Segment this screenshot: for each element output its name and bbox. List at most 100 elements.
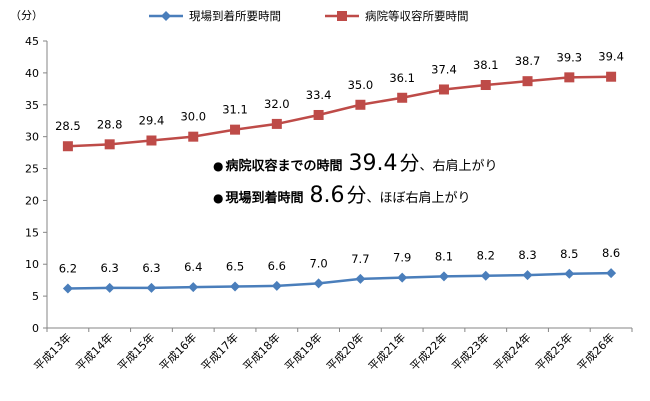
x-tick-label: 平成22年 [407,330,450,373]
data-label: 28.8 [97,117,123,131]
data-point [146,135,157,146]
data-point [564,268,575,279]
data-point [355,273,366,284]
x-tick-label: 平成20年 [323,330,366,373]
annotation-value: 39.4 [348,151,398,176]
data-label: 32.0 [264,97,290,111]
data-point [438,271,449,282]
data-point [438,84,449,95]
y-tick-label: 40 [25,67,39,80]
x-tick-label: 平成19年 [282,330,325,373]
x-tick-label: 平成13年 [31,330,74,373]
data-point [188,282,199,293]
x-tick-label: 平成16年 [156,330,199,373]
annotation-unit: 分 [346,183,367,207]
data-point [397,272,408,283]
annotation-value: 8.6 [309,183,345,208]
data-label: 6.3 [142,261,160,275]
x-tick-label: 平成23年 [449,330,492,373]
legend-label: 現場到着所要時間 [189,9,281,23]
annotation-tail: 、ほぼ右肩上がり [366,191,471,206]
y-tick-label: 35 [25,99,39,112]
y-tick-label: 5 [32,290,39,303]
data-label: 31.1 [222,103,248,117]
data-label: 30.0 [180,110,206,124]
y-tick-label: 20 [25,194,39,207]
data-point [606,71,617,82]
data-label: 6.3 [101,261,119,275]
y-tick-label: 15 [25,226,39,239]
data-label: 6.4 [184,260,202,274]
x-tick-label: 平成25年 [532,330,575,373]
data-point [522,76,533,87]
data-point [355,99,366,110]
data-label: 8.3 [518,248,536,262]
data-point [397,92,408,103]
data-label: 8.6 [602,246,620,260]
data-point [230,124,241,135]
data-label: 6.6 [268,259,286,273]
data-point [146,282,157,293]
y-axis-label: （分） [10,9,43,22]
data-point [606,268,617,279]
annotation-bullet: ● [213,159,224,173]
annotation-tail: 、右肩上がり [419,159,498,174]
data-point [230,281,241,292]
data-label: 8.1 [435,249,453,263]
hospital-time-annotation: ● 病院収容までの時間 39.4 分、右肩上がり [213,147,498,176]
data-label: 33.4 [306,88,332,102]
data-point [313,278,324,289]
y-tick-label: 0 [32,322,39,335]
data-label: 7.7 [351,252,369,266]
data-label: 28.5 [55,119,81,133]
data-label: 38.7 [515,54,541,68]
legend-marker [337,11,347,21]
data-label: 6.2 [59,261,77,275]
data-point [62,283,73,294]
x-tick-label: 平成17年 [198,330,241,373]
annotation-label: 病院収容までの時間 [225,159,343,174]
x-tick-label: 平成24年 [491,330,534,373]
data-point [480,270,491,281]
data-label: 36.1 [389,71,415,85]
x-tick-label: 平成26年 [574,330,617,373]
data-label: 7.9 [393,251,411,265]
x-tick-label: 平成15年 [114,330,157,373]
data-point [271,118,282,129]
annotation-bullet: ● [213,191,224,205]
annotation-unit: 分 [399,151,420,175]
data-point [480,80,491,91]
series-line [67,271,612,290]
y-tick-label: 45 [25,35,39,48]
data-label: 39.4 [598,50,624,64]
data-point [104,139,115,150]
legend-label: 病院等収容所要時間 [365,9,469,23]
series-line [67,75,612,148]
data-point [62,141,73,152]
data-label: 6.5 [226,260,244,274]
data-point [188,131,199,142]
data-label: 29.4 [139,113,165,127]
data-label: 37.4 [431,62,457,76]
data-label: 7.0 [309,256,327,270]
data-point [271,280,282,291]
legend-marker [161,11,171,21]
data-label: 39.3 [557,50,583,64]
x-tick-label: 平成14年 [73,330,116,373]
data-label: 38.1 [473,58,499,72]
x-tick-label: 平成21年 [365,330,408,373]
data-point [104,282,115,293]
data-label: 35.0 [348,78,374,92]
data-label: 8.5 [560,247,578,261]
data-point [522,270,533,281]
annotation-label: 現場到着時間 [225,191,304,206]
y-tick-label: 10 [25,258,39,271]
arrival-time-annotation: ● 現場到着時間 8.6 分、ほぼ右肩上がり [213,179,471,208]
data-point [564,72,575,83]
data-point [313,109,324,120]
y-tick-label: 25 [25,163,39,176]
x-tick-label: 平成18年 [240,330,283,373]
y-tick-label: 30 [25,131,39,144]
data-label: 8.2 [477,249,495,263]
